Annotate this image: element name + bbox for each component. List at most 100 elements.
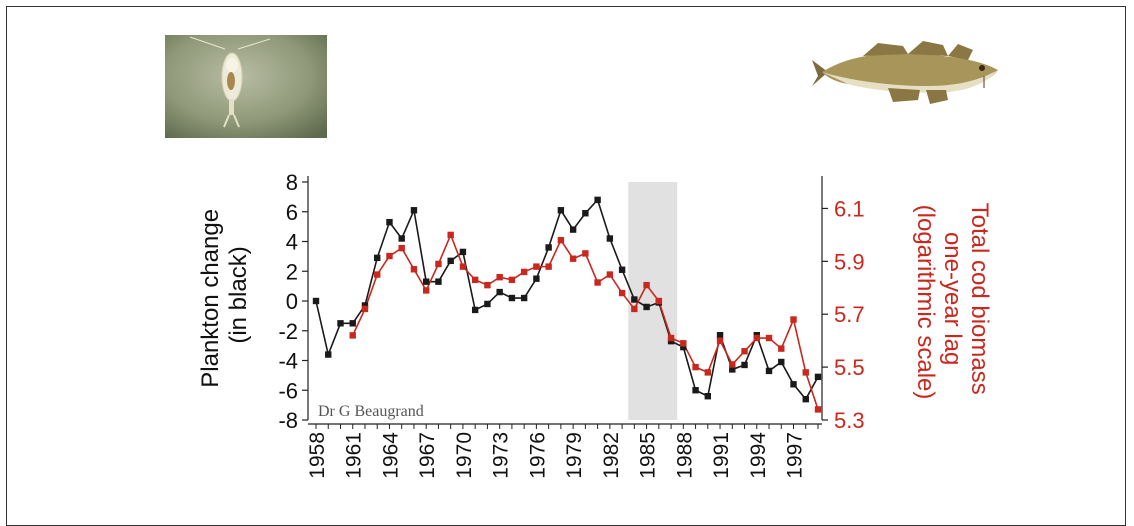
x-tick-label: 1970 xyxy=(453,432,476,479)
plankton-point xyxy=(422,278,430,285)
plankton-point xyxy=(606,235,614,242)
cod-point xyxy=(790,316,797,323)
x-tick-label: 1979 xyxy=(563,432,586,479)
left-y-axis: 8 6 4 2 0 -2 -4 -6 -8 xyxy=(278,170,309,433)
cod-point xyxy=(557,236,565,244)
plankton-point xyxy=(802,395,809,403)
plankton-point xyxy=(692,387,699,394)
x-tick-label: 1994 xyxy=(747,432,770,479)
plankton-point xyxy=(765,367,773,375)
plankton-point xyxy=(716,332,724,339)
cod-point xyxy=(496,274,503,281)
cod-point xyxy=(459,263,467,270)
plankton-photo xyxy=(165,35,327,138)
cod-point xyxy=(802,369,809,376)
cod-point xyxy=(422,287,430,294)
plankton-point xyxy=(496,288,503,296)
x-tick-label: 1988 xyxy=(673,432,696,479)
cod-point xyxy=(533,263,540,270)
left-y-tick-label: 4 xyxy=(286,230,298,255)
cod-point xyxy=(386,252,393,260)
x-tick-label: 1967 xyxy=(416,432,439,479)
plankton-point xyxy=(814,373,822,381)
plankton-point xyxy=(582,210,589,217)
x-tick-label: 1976 xyxy=(526,432,549,479)
plankton-point xyxy=(447,257,454,265)
plankton-point xyxy=(631,296,638,303)
plankton-line xyxy=(315,198,819,401)
x-tick-label: 1985 xyxy=(637,432,660,479)
plankton-point xyxy=(533,275,540,282)
left-y-tick-label: 0 xyxy=(286,289,298,314)
credit-label: Dr G Beaugrand xyxy=(318,403,424,420)
right-y-axis-label: Total cod biomass one-year lag (logarith… xyxy=(912,203,993,402)
series-points xyxy=(312,196,822,413)
cod-point xyxy=(692,363,699,371)
plankton-point xyxy=(471,306,479,314)
x-tick-label: 1961 xyxy=(343,432,366,479)
right-y-tick-label: 5.5 xyxy=(834,355,865,380)
cod-point xyxy=(508,276,516,284)
right-y-label-line-2: one-year lag xyxy=(939,232,966,365)
plankton-point xyxy=(386,218,393,226)
x-tick-label: 1997 xyxy=(784,432,807,479)
left-y-label-line-2: (in black) xyxy=(225,246,252,343)
cod-point xyxy=(520,268,528,276)
cod-point xyxy=(374,271,381,278)
plankton-point xyxy=(410,207,418,214)
plankton-point xyxy=(398,235,405,242)
cod-point xyxy=(753,334,760,342)
plankton-point xyxy=(349,320,356,327)
plankton-point xyxy=(337,320,344,327)
plankton-point xyxy=(374,254,381,262)
plankton-point xyxy=(741,361,748,369)
plankton-point xyxy=(729,366,736,373)
cod-point xyxy=(643,281,650,289)
left-y-label-line-1: Plankton change xyxy=(197,209,224,388)
left-y-tick-label: -2 xyxy=(278,319,298,344)
cod-point xyxy=(447,231,454,239)
cod-point xyxy=(778,345,785,352)
cod-point xyxy=(618,289,626,297)
cod-point xyxy=(545,263,552,270)
cod-point xyxy=(606,271,614,278)
cod-point xyxy=(716,337,724,344)
cod-point xyxy=(594,279,601,286)
right-y-tick-label: 6.1 xyxy=(834,196,865,221)
left-y-tick-label: 6 xyxy=(286,200,298,225)
cod-point xyxy=(484,281,491,289)
cod-point xyxy=(361,305,369,313)
plankton-point xyxy=(643,303,650,311)
plankton-point xyxy=(508,294,516,302)
plankton-point xyxy=(778,358,785,366)
right-y-tick-label: 5.9 xyxy=(834,249,865,274)
plankton-point xyxy=(435,278,442,285)
cod-point xyxy=(667,334,675,342)
x-tick-label: 1982 xyxy=(600,432,623,479)
left-y-tick-label: -4 xyxy=(278,349,298,374)
cod-point xyxy=(349,332,356,339)
cod-point xyxy=(704,369,712,376)
cod-point xyxy=(655,297,663,305)
plankton-point xyxy=(459,248,467,256)
plankton-point xyxy=(361,302,369,309)
series-lines xyxy=(315,198,819,410)
right-y-label-line-1: Total cod biomass xyxy=(966,203,993,395)
plankton-point xyxy=(484,300,491,308)
plankton-point xyxy=(520,294,528,302)
cod-point xyxy=(814,406,822,413)
cod-point xyxy=(582,250,589,257)
cod-point xyxy=(410,266,418,273)
x-tick-label: 1964 xyxy=(379,432,402,479)
cod-point xyxy=(741,348,748,355)
x-tick-label: 1991 xyxy=(710,432,733,479)
plankton-point xyxy=(618,266,626,273)
plankton-point xyxy=(569,226,577,233)
plankton-point xyxy=(680,343,687,351)
left-y-axis-label: Plankton change (in black) xyxy=(197,202,252,387)
cod-point xyxy=(569,255,577,262)
plankton-point xyxy=(312,297,320,305)
left-y-tick-label: -8 xyxy=(278,408,298,433)
cod-point xyxy=(765,334,773,342)
